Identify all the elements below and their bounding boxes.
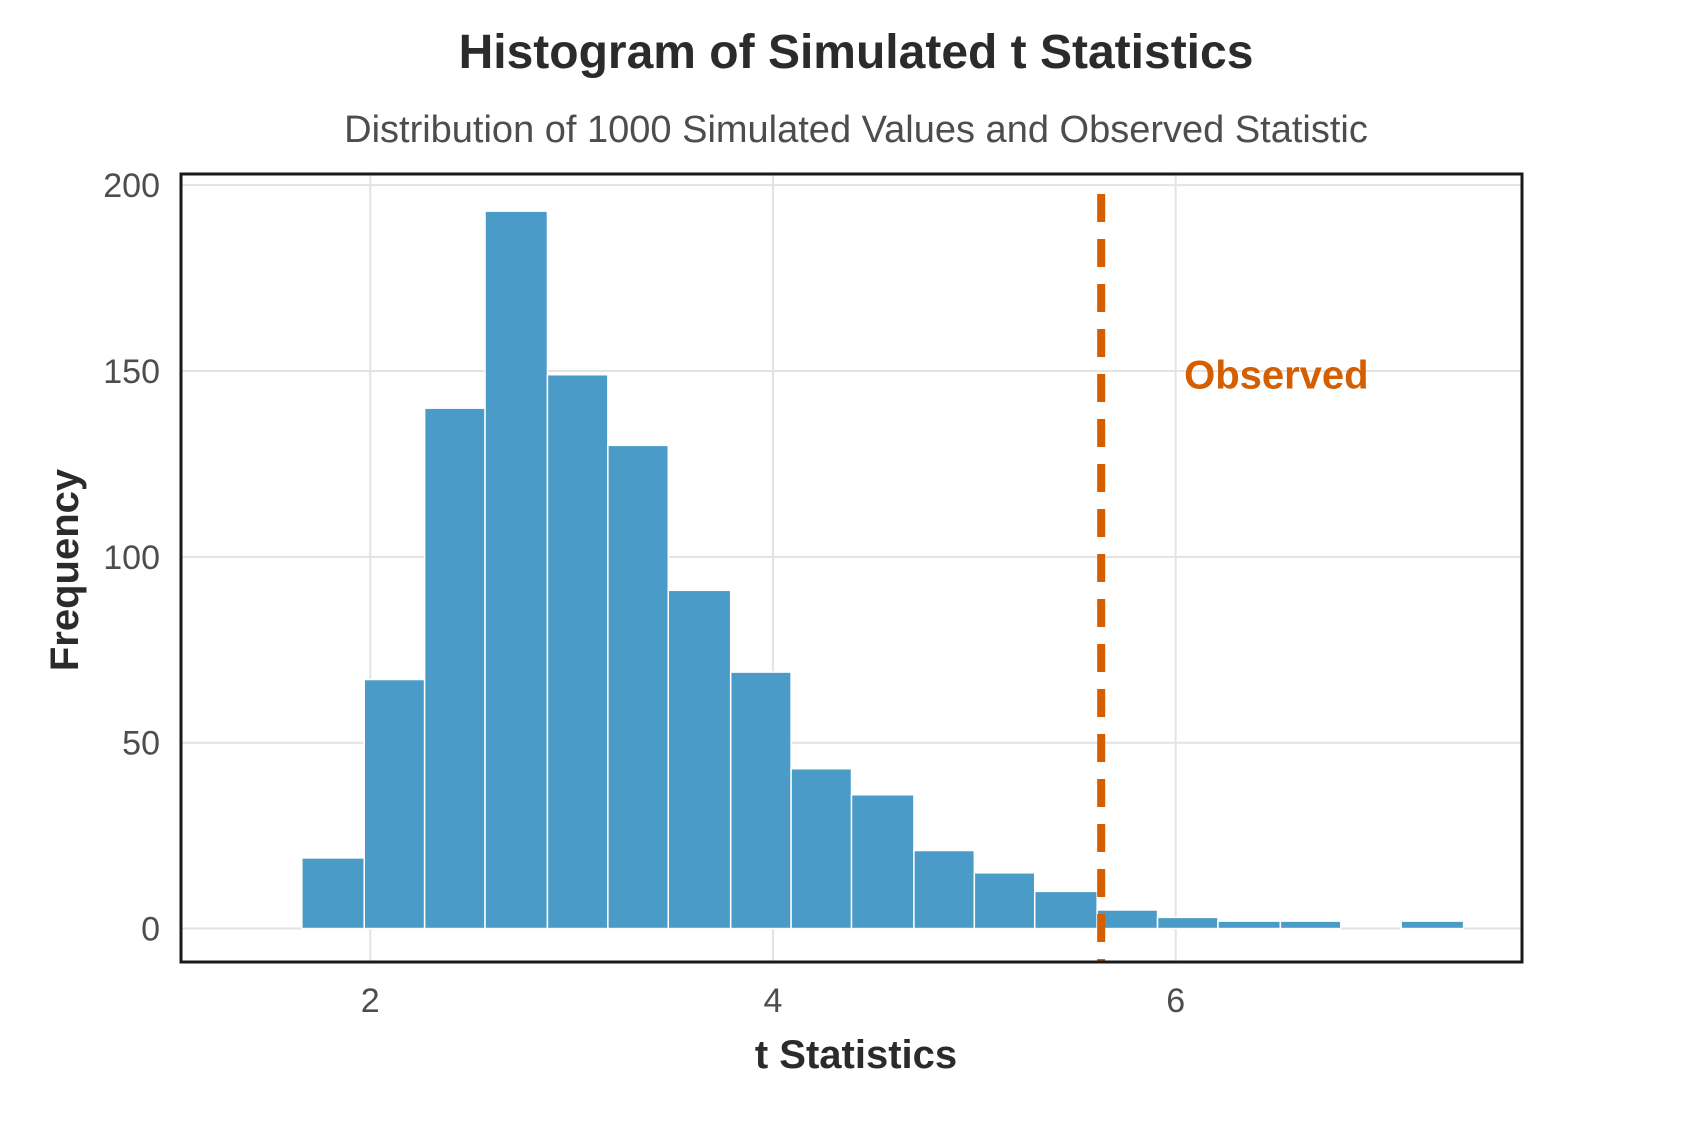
histogram-bar xyxy=(667,589,732,930)
x-tick-label: 2 xyxy=(361,982,380,1020)
histogram-bar xyxy=(484,210,549,930)
histogram-bar xyxy=(1033,890,1098,930)
x-tick-label: 4 xyxy=(764,982,783,1020)
histogram-bar xyxy=(546,373,609,930)
histogram-bar xyxy=(363,678,426,930)
histogram-bar xyxy=(1279,920,1342,930)
histogram-bar xyxy=(423,407,486,930)
x-axis-title: t Statistics xyxy=(755,1033,957,1077)
y-tick-label: 50 xyxy=(122,725,160,763)
x-axis-ticks: 2 4 6 xyxy=(361,982,1185,1020)
histogram-bar xyxy=(1217,920,1282,930)
histogram-bar xyxy=(1156,916,1219,930)
plot-panel-border xyxy=(179,172,1524,964)
y-tick-label: 150 xyxy=(103,353,160,391)
y-tick-label: 200 xyxy=(103,167,160,205)
y-tick-label: 0 xyxy=(141,911,160,949)
observed-label: Observed xyxy=(1184,354,1369,398)
histogram-bar xyxy=(973,872,1036,930)
histogram-bar xyxy=(301,857,365,930)
y-axis-ticks: 0 50 100 150 200 xyxy=(103,167,160,948)
y-tick-label: 100 xyxy=(103,539,160,577)
histogram-bar xyxy=(729,671,792,930)
histogram-bar xyxy=(607,444,670,930)
histogram-bar xyxy=(1400,920,1465,930)
y-axis-title: Frequency xyxy=(43,468,87,671)
x-tick-label: 6 xyxy=(1166,982,1185,1020)
histogram-bar xyxy=(790,767,853,930)
observed-marker: Observed xyxy=(1097,194,1369,962)
chart-subtitle: Distribution of 1000 Simulated Values an… xyxy=(344,109,1368,151)
histogram-bar xyxy=(1096,909,1159,930)
histogram-bars xyxy=(241,210,1465,930)
histogram-bar xyxy=(913,849,976,930)
chart-title: Histogram of Simulated t Statistics xyxy=(459,26,1254,79)
histogram-bar xyxy=(850,793,915,930)
